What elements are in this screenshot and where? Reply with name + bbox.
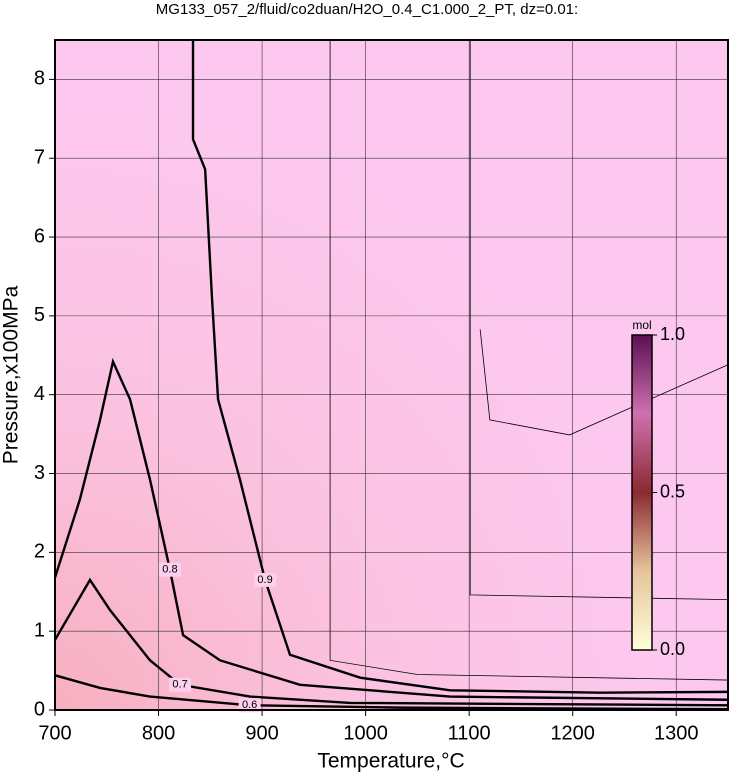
y-tick-label: 0 xyxy=(34,698,45,720)
contour-label-bg xyxy=(158,562,181,577)
contour-line xyxy=(53,357,729,701)
contour-line xyxy=(54,674,729,711)
plot-background xyxy=(55,40,728,710)
y-tick-label: 1 xyxy=(34,619,45,641)
x-tick-label: 1100 xyxy=(448,722,491,744)
contour-line xyxy=(329,40,729,681)
x-tick-label: 1200 xyxy=(550,722,595,744)
y-tick-label: 4 xyxy=(34,383,45,405)
contour-line xyxy=(53,577,729,707)
x-tick-label: 900 xyxy=(245,722,278,744)
colorbar xyxy=(631,334,653,651)
contour-label-bg xyxy=(169,677,192,692)
contour-label: 0.8 xyxy=(162,564,177,576)
y-axis-label: Pressure,x100MPa xyxy=(0,285,23,464)
contour-line xyxy=(191,40,729,694)
x-tick-label: 800 xyxy=(142,722,175,744)
colorbar-tick-label: 0.5 xyxy=(660,481,685,501)
y-tick-label: 3 xyxy=(34,462,45,484)
contour-label: 0.7 xyxy=(172,679,187,691)
contour-label: 0.9 xyxy=(257,574,272,586)
y-tick-label: 2 xyxy=(34,541,45,563)
y-tick-label: 6 xyxy=(34,225,45,247)
y-tick-label: 7 xyxy=(34,147,45,169)
plot-frame xyxy=(54,39,729,711)
contour-label-bg xyxy=(254,572,277,587)
x-axis-label: Temperature,°C xyxy=(317,750,464,773)
x-tick-label: 1000 xyxy=(343,722,388,744)
x-tick-label: 700 xyxy=(38,722,71,744)
x-tick-label: 1300 xyxy=(654,722,699,744)
y-tick-label: 8 xyxy=(34,68,45,90)
colorbar-label: mol xyxy=(632,318,651,332)
contour-label-bg xyxy=(238,698,261,713)
chart-title: MG133_057_2/fluid/co2duan/H2O_0.4_C1.000… xyxy=(156,1,578,18)
colorbar-tick-label: 0.0 xyxy=(660,639,685,659)
colorbar-tick-label: 1.0 xyxy=(660,324,685,344)
y-tick-label: 5 xyxy=(34,304,45,326)
contour-label: 0.6 xyxy=(242,699,257,711)
